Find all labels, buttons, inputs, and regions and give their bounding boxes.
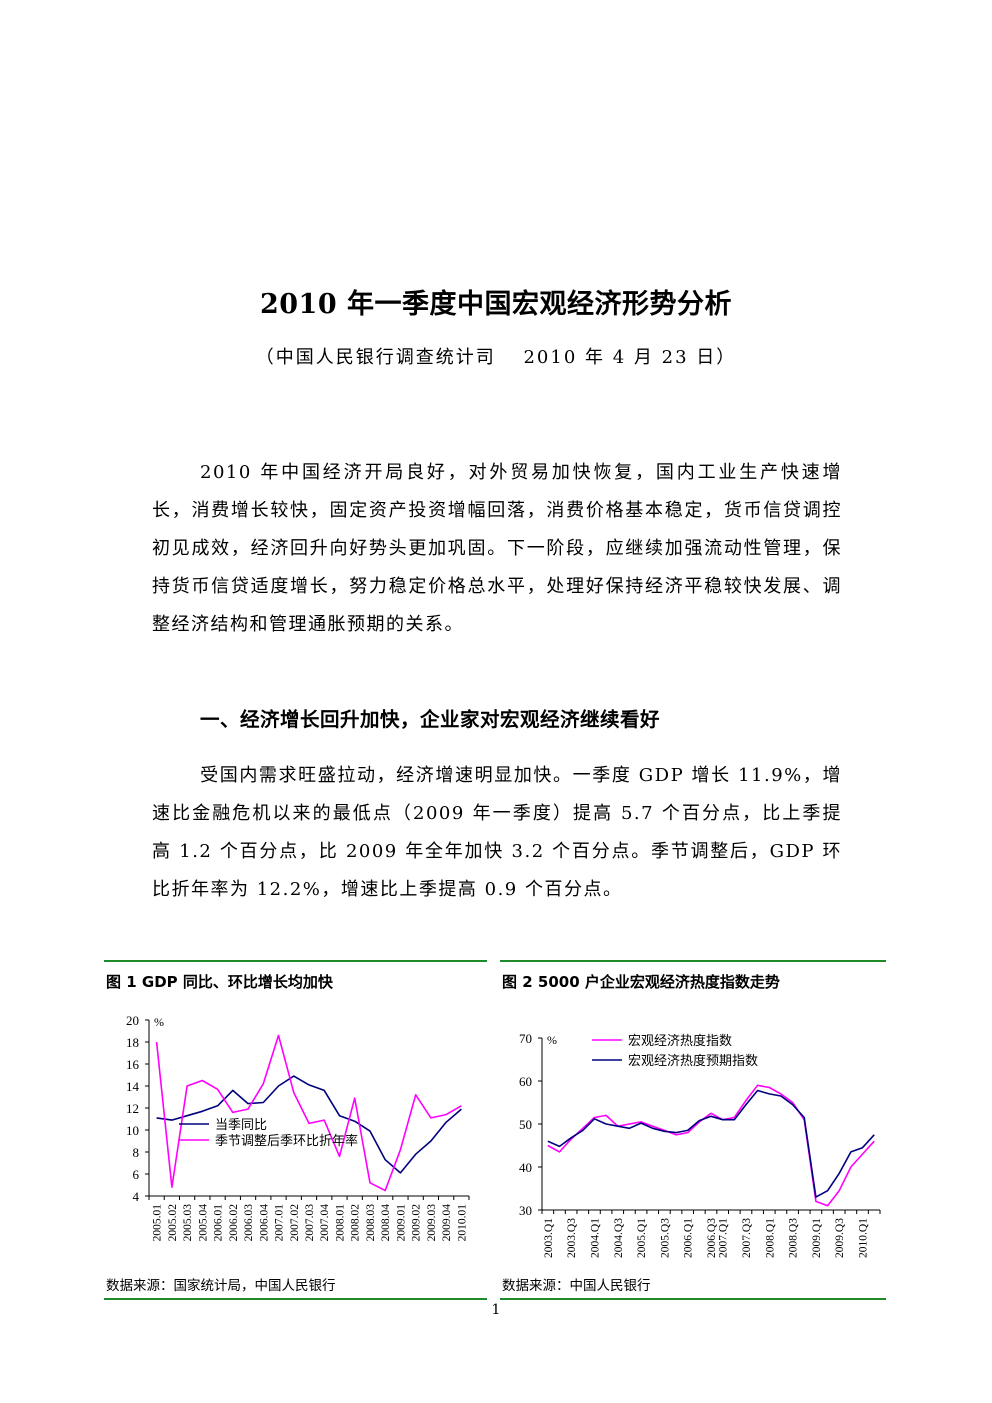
figure-bottom-rule: [104, 1298, 487, 1300]
figure-source: 数据来源：中国人民银行: [502, 1278, 651, 1294]
x-tick-label: 2009.03: [426, 1204, 438, 1242]
x-tick-label: 2007.03: [304, 1204, 316, 1242]
y-unit-label: %: [154, 1015, 164, 1029]
y-tick-label: 18: [126, 1035, 139, 1050]
x-tick-label: 2005.02: [167, 1204, 179, 1242]
x-tick-label: 2003.Q3: [566, 1218, 578, 1258]
series-line: [155, 1034, 462, 1192]
x-tick-label: 2004.Q1: [589, 1218, 601, 1258]
figure-heat-index: 图 2 5000 户企业宏观经济热度指数走势 70 60 50 40 30% 2003.Q…: [500, 958, 886, 1300]
x-tick-label: 2010.01: [456, 1204, 468, 1242]
x-tick-label: 2008.Q3: [788, 1218, 800, 1258]
x-tick-label: 2008.04: [380, 1204, 392, 1242]
x-tick-label: 2010.Q1: [858, 1218, 870, 1258]
legend-label: 宏观经济热度预期指数: [628, 1053, 758, 1068]
figure-source: 数据来源：国家统计局，中国人民银行: [106, 1278, 336, 1294]
x-tick-label: 2005.04: [197, 1204, 209, 1242]
intro-text: 2010 年中国经济开局良好，对外贸易加快恢复，国内工业生产快速增长，消费增长较…: [152, 462, 842, 635]
legend-label: 当季同比: [215, 1117, 267, 1132]
x-tick-label: 2009.02: [411, 1204, 423, 1242]
figure-top-rule: [500, 960, 886, 962]
y-tick-label: 6: [133, 1167, 140, 1182]
x-tick-label: 2006.02: [228, 1204, 240, 1242]
y-tick-label: 60: [519, 1074, 532, 1089]
document-title: 2010 年一季度中国宏观经济形势分析: [259, 289, 733, 320]
x-tick-label: 2006.04: [258, 1204, 270, 1242]
figure-bottom-rule: [500, 1298, 886, 1300]
x-tick-label: 2007.02: [289, 1204, 301, 1242]
x-tick-label: 2009.04: [441, 1204, 453, 1242]
legend-label: 季节调整后季环比折年率: [215, 1133, 358, 1148]
x-tick-label: 2007.04: [319, 1204, 331, 1242]
x-tick-label: 2009.Q1: [811, 1218, 823, 1258]
x-tick-label: 2006.Q3: [706, 1218, 718, 1258]
x-tick-label: 2008.02: [350, 1204, 362, 1242]
x-tick-label: 2008.Q1: [764, 1218, 776, 1258]
figure-caption: 图 2 5000 户企业宏观经济热度指数走势: [502, 973, 780, 991]
figure-top-rule: [104, 960, 487, 962]
x-tick-label: 2005.Q1: [636, 1218, 648, 1258]
section-heading: 一、经济增长回升加快，企业家对宏观经济继续看好: [200, 708, 661, 731]
x-tick-label: 2007.01: [274, 1204, 286, 1242]
figure-gdp: 图 1 GDP 同比、环比增长均加快 20 18 16 14 12 10 8 6 4% 2005.…: [104, 958, 487, 1300]
y-tick-label: 30: [519, 1203, 532, 1218]
y-tick-label: 12: [126, 1101, 139, 1116]
x-tick-label: 2003.Q1: [543, 1218, 555, 1258]
y-tick-label: 40: [519, 1160, 532, 1175]
y-unit-label: %: [547, 1033, 557, 1047]
series-line: [547, 1084, 875, 1207]
y-tick-label: 4: [133, 1189, 140, 1204]
y-tick-label: 50: [519, 1117, 532, 1132]
figure-caption: 图 1 GDP 同比、环比增长均加快: [106, 973, 333, 991]
x-tick-label: 2007.Q1: [718, 1218, 730, 1258]
x-tick-label: 2009.01: [395, 1204, 407, 1242]
x-tick-label: 2004.Q3: [613, 1218, 625, 1258]
section-text: 受国内需求旺盛拉动，经济增速明显加快。一季度 GDP 增长 11.9%，增速比金…: [152, 765, 842, 900]
y-tick-label: 70: [519, 1031, 532, 1046]
x-tick-label: 2006.03: [243, 1204, 255, 1242]
y-tick-label: 16: [126, 1057, 140, 1072]
x-tick-label: 2005.Q3: [659, 1218, 671, 1258]
y-tick-label: 10: [126, 1123, 139, 1138]
page-number: 1: [491, 1302, 501, 1318]
x-tick-label: 2008.01: [334, 1204, 346, 1242]
legend-label: 宏观经济热度指数: [628, 1033, 732, 1048]
x-tick-label: 2009.Q3: [834, 1218, 846, 1258]
x-tick-label: 2006.01: [213, 1204, 225, 1242]
x-tick-label: 2006.Q1: [683, 1218, 695, 1258]
section-paragraph: 受国内需求旺盛拉动，经济增速明显加快。一季度 GDP 增长 11.9%，增速比金…: [152, 757, 842, 909]
series-line: [547, 1089, 875, 1198]
series-line: [156, 1075, 462, 1174]
x-tick-label: 2005.03: [182, 1204, 194, 1242]
x-tick-label: 2005.01: [152, 1204, 164, 1242]
y-tick-label: 14: [126, 1079, 140, 1094]
document-subtitle: （中国人民银行调查统计司 2010 年 4 月 23 日）: [255, 347, 737, 368]
intro-paragraph: 2010 年中国经济开局良好，对外贸易加快恢复，国内工业生产快速增长，消费增长较…: [152, 454, 842, 644]
x-tick-label: 2008.03: [365, 1204, 377, 1242]
y-tick-label: 20: [126, 1013, 139, 1028]
heat-index-line-chart: 70 60 50 40 30% 2003.Q1 2003.Q3 2004.Q1 2004.Q3 2…: [519, 1031, 881, 1258]
y-tick-label: 8: [133, 1145, 140, 1160]
x-tick-label: 2007.Q3: [741, 1218, 753, 1258]
